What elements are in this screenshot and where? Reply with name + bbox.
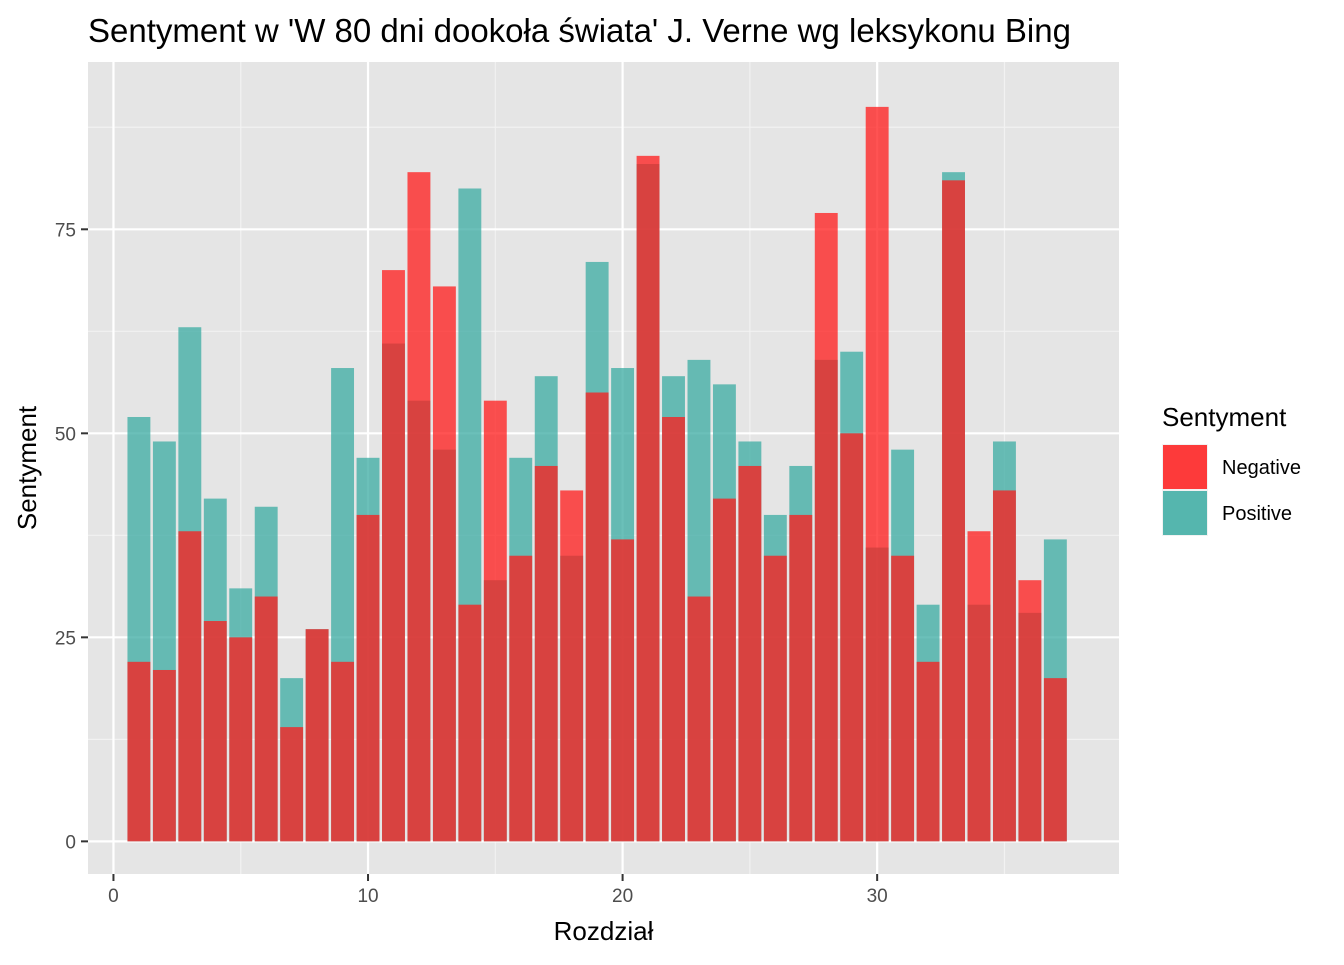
bar-negative: [585, 392, 609, 842]
bar-negative: [840, 433, 864, 842]
x-tick-label: 20: [612, 886, 633, 907]
bar-negative: [382, 270, 405, 842]
bar-negative: [763, 555, 787, 842]
bar-negative: [942, 180, 965, 842]
legend-title: Sentyment: [1162, 402, 1287, 432]
bar-negative: [458, 604, 482, 842]
y-tick-label: 25: [55, 628, 76, 649]
bar-negative: [203, 621, 227, 842]
bar-negative: [814, 212, 838, 842]
bar-negative: [432, 286, 456, 842]
bar-negative: [662, 416, 685, 842]
bar-negative: [178, 531, 202, 842]
bar-negative: [687, 596, 711, 842]
legend-key-negative: [1163, 445, 1207, 489]
bar-negative: [280, 727, 304, 842]
bar-negative: [509, 555, 533, 842]
legend-label-positive: Positive: [1222, 503, 1292, 525]
y-axis-title: Sentyment: [12, 405, 42, 530]
bar-negative: [738, 465, 762, 842]
bar-negative: [1043, 678, 1067, 842]
bar-negative: [992, 490, 1016, 842]
bar-negative: [305, 629, 329, 842]
x-tick-label: 10: [357, 886, 378, 907]
bar-negative: [916, 661, 940, 842]
bar-negative: [611, 539, 635, 842]
bar-negative: [636, 155, 660, 842]
legend-label-negative: Negative: [1222, 457, 1301, 479]
x-axis-title: Rozdział: [554, 916, 654, 946]
bar-negative: [967, 531, 991, 842]
chart-title: Sentyment w 'W 80 dni dookoła świata' J.…: [88, 12, 1071, 49]
y-tick-label: 0: [65, 832, 76, 853]
bars: [127, 106, 1067, 842]
x-tick-label: 30: [867, 886, 888, 907]
y-axis: 0 25 50 75: [55, 220, 88, 853]
bar-negative: [152, 669, 176, 842]
legend: Sentyment Negative Positive: [1162, 402, 1301, 536]
bar-negative: [865, 106, 889, 842]
y-tick-label: 50: [55, 424, 76, 445]
y-tick-label: 75: [55, 220, 76, 241]
bar-negative: [254, 596, 278, 842]
legend-key-positive: [1163, 491, 1207, 535]
bar-negative: [534, 465, 558, 842]
bar-negative: [789, 514, 813, 842]
x-tick-label: 0: [108, 886, 119, 907]
bar-negative: [712, 498, 736, 842]
bar-negative: [229, 637, 253, 842]
bar-negative: [483, 400, 507, 842]
x-axis: 0 10 20 30: [108, 874, 888, 907]
bar-negative: [356, 514, 380, 842]
bar-negative: [891, 555, 915, 842]
bar-negative: [560, 490, 584, 842]
bar-negative: [407, 172, 431, 842]
bar-negative: [127, 661, 151, 842]
bar-negative: [1018, 580, 1042, 842]
bar-negative: [331, 661, 355, 842]
